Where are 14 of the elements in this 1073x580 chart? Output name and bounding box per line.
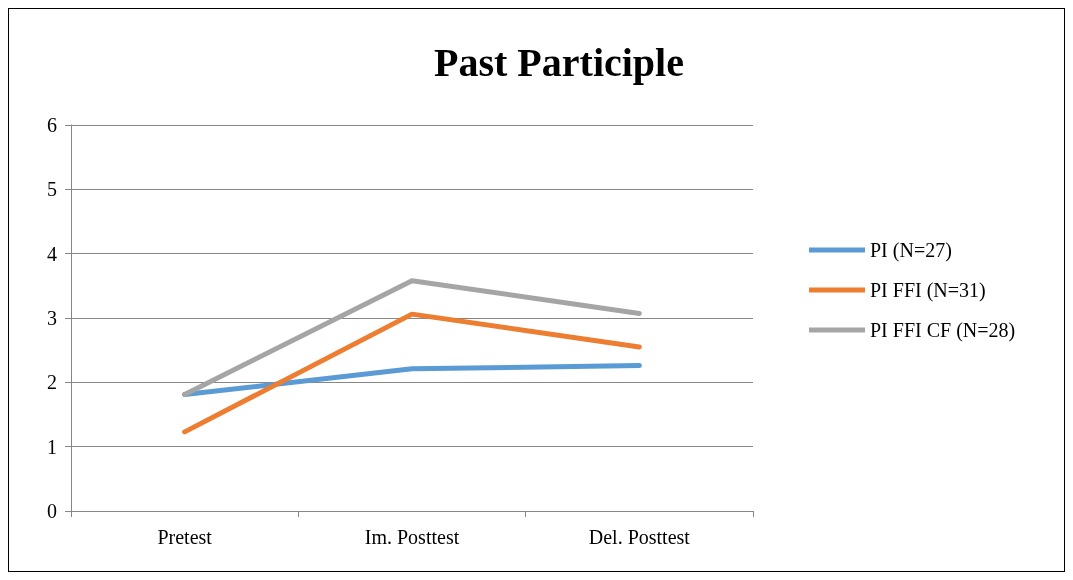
y-tick-label: 2 bbox=[47, 371, 57, 394]
legend-label: PI (N=27) bbox=[870, 239, 952, 262]
legend-label: PI FFI CF (N=28) bbox=[870, 319, 1016, 342]
x-tick-label: Im. Posttest bbox=[364, 526, 460, 548]
y-tick-label: 5 bbox=[47, 178, 57, 201]
x-tick-label: Pretest bbox=[157, 526, 213, 548]
y-tick-label: 1 bbox=[47, 435, 57, 458]
y-tick-label: 6 bbox=[47, 114, 57, 136]
chart-title: Past Participle bbox=[434, 39, 684, 85]
y-tick-label: 3 bbox=[47, 307, 57, 329]
legend-label: PI FFI (N=31) bbox=[870, 279, 986, 302]
y-tick-label: 0 bbox=[47, 500, 57, 522]
x-tick-label: Del. Posttest bbox=[588, 526, 691, 548]
y-tick-label: 4 bbox=[47, 242, 57, 265]
